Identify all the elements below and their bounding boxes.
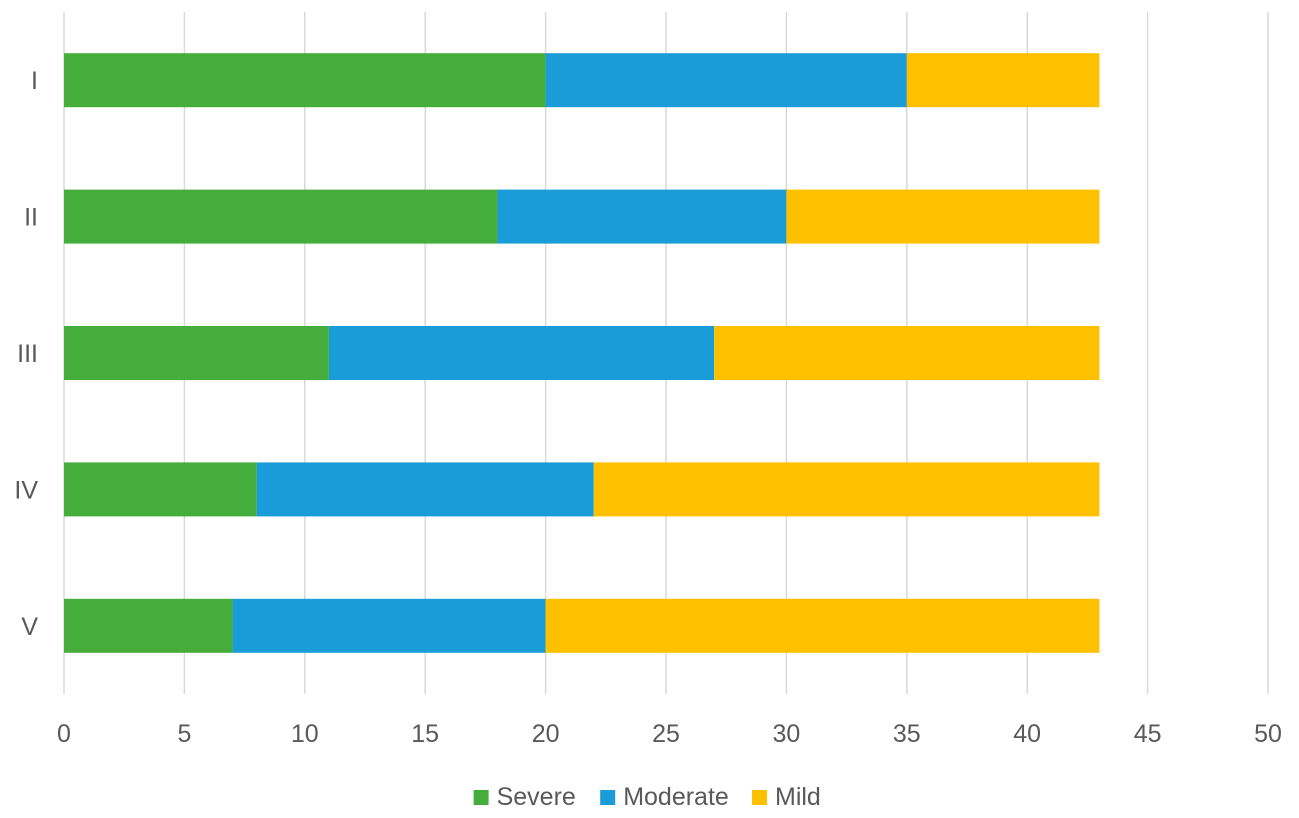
x-tick-label: 5: [177, 720, 191, 748]
legend-swatch-mild: [752, 790, 767, 805]
x-tick-label: 30: [772, 720, 800, 748]
y-tick-label: I: [31, 67, 38, 95]
x-axis-tick-labels: 0 5 10 15 20 25 30 35 40 45 50: [57, 720, 1282, 748]
x-tick-label: 35: [893, 720, 921, 748]
y-tick-label: V: [21, 613, 38, 641]
bars: [64, 53, 1100, 653]
x-tick-label: 15: [411, 720, 439, 748]
legend-label-severe: Severe: [497, 783, 576, 811]
bar-moderate-I: [545, 53, 907, 108]
x-tick-label: 50: [1254, 720, 1282, 748]
x-tick-label: 45: [1134, 720, 1162, 748]
bar-moderate-V: [232, 598, 546, 653]
y-tick-label: II: [24, 204, 38, 232]
bar-severe-V: [64, 598, 233, 653]
bar-mild-I: [906, 53, 1100, 108]
x-tick-label: 10: [291, 720, 319, 748]
bar-moderate-II: [497, 189, 787, 244]
bar-moderate-III: [328, 326, 715, 380]
bar-severe-I: [64, 53, 546, 108]
legend-label-mild: Mild: [775, 783, 821, 811]
bar-severe-II: [64, 189, 498, 244]
legend: Severe Moderate Mild: [473, 783, 821, 811]
x-tick-label: 20: [532, 720, 560, 748]
legend-swatch-severe: [473, 790, 489, 805]
bar-mild-IV: [593, 462, 1100, 517]
bar-moderate-IV: [256, 462, 594, 517]
bar-severe-IV: [64, 462, 257, 517]
x-tick-label: 40: [1013, 720, 1041, 748]
bar-mild-III: [714, 326, 1100, 380]
x-tick-label: 25: [652, 720, 680, 748]
y-tick-label: III: [17, 340, 38, 368]
x-tick-label: 0: [57, 720, 71, 748]
y-tick-label: IV: [14, 476, 38, 504]
bar-mild-II: [786, 189, 1100, 244]
bar-mild-V: [545, 598, 1100, 653]
legend-swatch-moderate: [600, 790, 616, 805]
bar-severe-III: [64, 326, 329, 380]
legend-label-moderate: Moderate: [623, 783, 729, 811]
